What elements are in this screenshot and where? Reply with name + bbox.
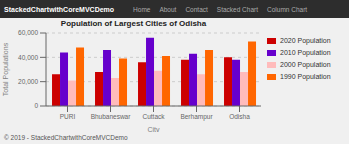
html-text:About: About xyxy=(159,5,177,13)
html-text:1990 Population: 1990 Population xyxy=(280,73,331,80)
html-text:2000 Population: 2000 Population xyxy=(280,61,331,68)
svg-text:60,000: 60,000 xyxy=(18,29,38,36)
html-text:2020 Population: 2020 Population xyxy=(280,37,331,44)
svg-text:Cuttack: Cuttack xyxy=(142,113,165,120)
svg-text:Bhubaneswar: Bhubaneswar xyxy=(91,113,132,120)
svg-text:40,000: 40,000 xyxy=(18,54,38,61)
svg-text:Odisha: Odisha xyxy=(229,113,250,120)
html-text:© 2019 - StackedChartwithCoreM: © 2019 - StackedChartwithCoreMVCDemo xyxy=(4,134,128,141)
html-text:Contact: Contact xyxy=(185,5,208,13)
svg-text:Total Populations: Total Populations xyxy=(8,42,10,96)
svg-text:20,000: 20,000 xyxy=(18,78,38,85)
html-text:Column Chart: Column Chart xyxy=(267,5,308,13)
svg-text:City: City xyxy=(147,126,160,132)
html-text:Home: Home xyxy=(133,5,151,13)
html-text:Stacked Chart: Stacked Chart xyxy=(216,5,258,13)
svg-text:0: 0 xyxy=(34,102,38,109)
html-text:Population of Largest Cities o: Population of Largest Cities of Odisha xyxy=(60,19,207,28)
html-text:StackedChartwithCoreMVCDemo: StackedChartwithCoreMVCDemo xyxy=(4,5,115,13)
html-text:2010 Population: 2010 Population xyxy=(280,49,331,56)
svg-text:PURI: PURI xyxy=(60,113,76,120)
svg-text:Berhampur: Berhampur xyxy=(180,113,213,121)
